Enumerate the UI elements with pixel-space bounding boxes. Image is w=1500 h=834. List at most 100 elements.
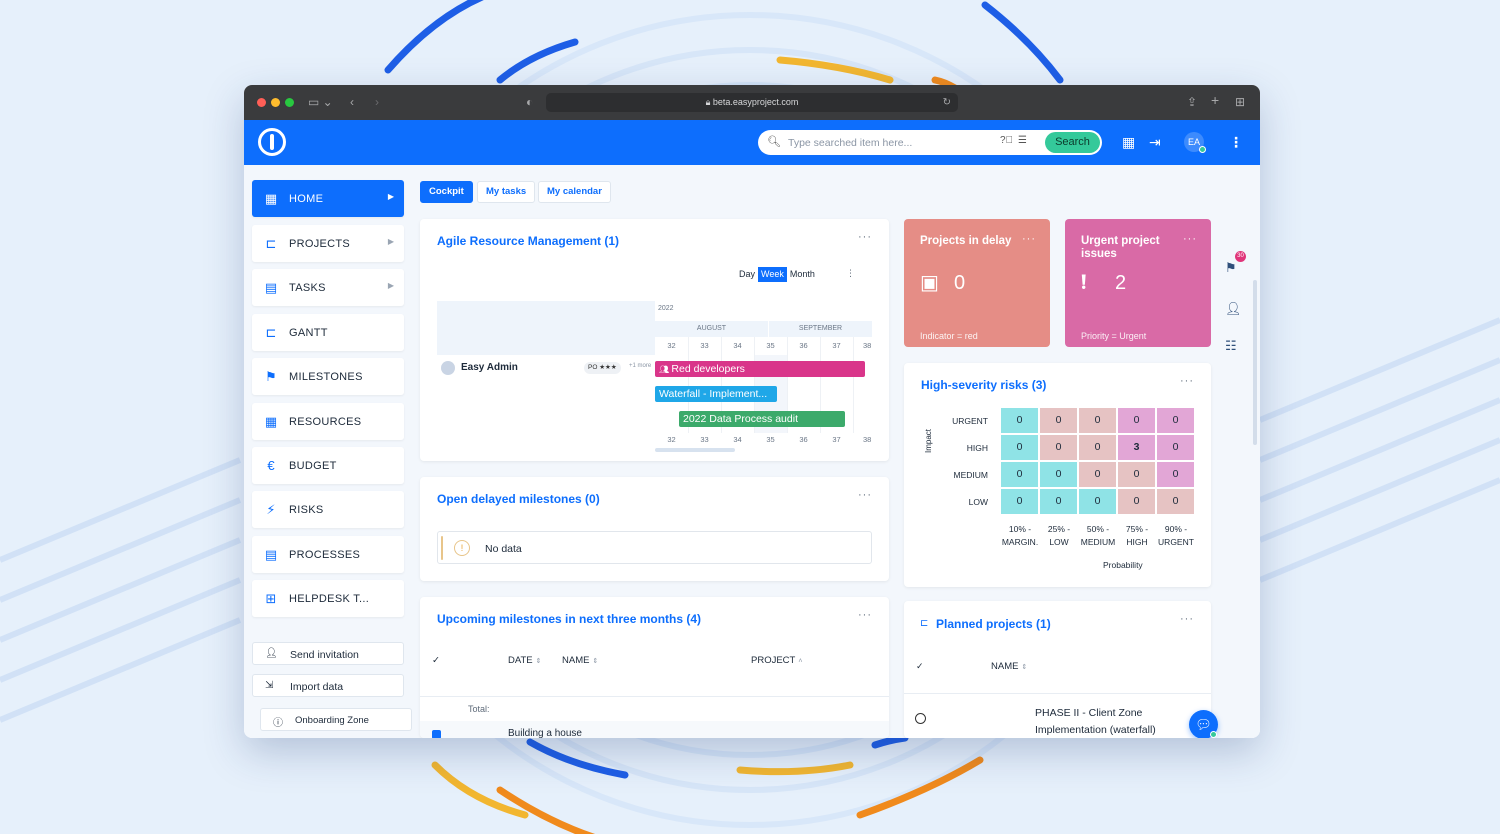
sidebar-item-home[interactable]: ▦ HOME ▶ <box>252 180 404 217</box>
tab-cockpit[interactable]: Cockpit <box>420 181 473 203</box>
send-invitation-button[interactable]: 👤︎ Send invitation <box>252 642 404 665</box>
gantt-scrollbar[interactable] <box>655 448 735 452</box>
risk-cell[interactable]: 3 <box>1118 435 1155 460</box>
help-icon[interactable]: ?⃝ <box>1000 135 1014 146</box>
column-name[interactable]: NAME ⇕ <box>991 661 1027 672</box>
sidebar-item-processes[interactable]: ▤ PROCESSES <box>252 536 404 573</box>
grid-line <box>787 337 788 433</box>
user-search-icon[interactable]: 👤︎ <box>1225 301 1242 316</box>
gantt-bar-waterfall[interactable]: Waterfall - Implement... <box>655 386 777 402</box>
grid-line <box>721 337 722 433</box>
onboarding-zone-button[interactable]: ⓘ Onboarding Zone <box>260 708 412 731</box>
sidebar-item-gantt[interactable]: ⊏ GANTT <box>252 314 404 351</box>
tab-overview-icon[interactable]: ⊞ <box>1235 95 1246 109</box>
user-avatar <box>441 361 455 375</box>
sidebar-item-helpdesk[interactable]: ⊞ HELPDESK T... <box>252 580 404 617</box>
risk-cell[interactable]: 0 <box>1001 489 1038 514</box>
close-window-icon[interactable] <box>257 98 266 107</box>
planned-project-name[interactable]: PHASE II - Client Zone Implementation (w… <box>1035 707 1156 736</box>
risk-cell[interactable]: 0 <box>1157 435 1194 460</box>
more-options-icon[interactable]: ··· <box>1180 375 1194 387</box>
resource-user-row[interactable]: Easy Admin PO ★★★ +1 more <box>437 355 655 379</box>
forward-icon[interactable]: › <box>375 95 379 109</box>
table-row[interactable]: Building a house <box>420 721 889 738</box>
select-all-check-icon[interactable]: ✓ <box>432 655 440 666</box>
milestone-name[interactable]: Building a house <box>508 728 582 738</box>
chat-button[interactable]: 💬︎ <box>1189 710 1218 738</box>
tab-my-calendar[interactable]: My calendar <box>538 181 611 203</box>
import-data-button[interactable]: ⇲ Import data <box>252 674 404 697</box>
risk-cell[interactable]: 0 <box>1118 462 1155 487</box>
url-bar[interactable]: 🔒︎ beta.easyproject.com ↻ <box>546 93 958 112</box>
risk-cell[interactable]: 0 <box>1118 408 1155 433</box>
more-options-icon[interactable]: ··· <box>1180 613 1194 625</box>
week-label: 37 <box>832 435 841 444</box>
column-name[interactable]: NAME ⇕ <box>562 655 598 666</box>
sidebar-item-projects[interactable]: ⊏ PROJECTS ▶ <box>252 225 404 262</box>
risk-cell[interactable]: 0 <box>1157 489 1194 514</box>
row-radio[interactable] <box>915 713 926 724</box>
flag-icon[interactable]: ⚑ <box>1225 260 1237 275</box>
search-button[interactable]: Search <box>1045 132 1100 153</box>
sidebar-item-resources[interactable]: ▦ RESOURCES <box>252 403 404 440</box>
sidebar-item-budget[interactable]: € BUDGET <box>252 447 404 484</box>
range-week-button[interactable]: Week <box>758 267 787 282</box>
more-options-icon[interactable]: ··· <box>1022 233 1036 245</box>
gantt-month: SEPTEMBER <box>769 321 872 337</box>
risk-cell[interactable]: 0 <box>1079 462 1116 487</box>
onboarding-zone-label: Onboarding Zone <box>295 715 369 726</box>
tab-my-tasks[interactable]: My tasks <box>477 181 536 203</box>
column-project[interactable]: PROJECT ˄ <box>751 655 802 666</box>
gantt-bar-red-developers[interactable]: 👥︎ Red developers <box>655 361 865 377</box>
kpi-projects-in-delay[interactable]: Projects in delay ··· ▣ 0 Indicator = re… <box>904 219 1050 347</box>
more-menu-icon[interactable]: ⋮ <box>1229 134 1243 150</box>
sidebar-item-risks[interactable]: ⚡︎ RISKS <box>252 491 404 528</box>
range-menu-icon[interactable]: ⋮ <box>846 268 855 278</box>
more-options-icon[interactable]: ··· <box>858 231 872 243</box>
page-scrollbar[interactable] <box>1253 280 1257 445</box>
logout-icon[interactable]: ⇥ <box>1149 134 1161 150</box>
kpi-urgent-issues[interactable]: Urgent project issues ··· ❗︎ 2 Priority … <box>1065 219 1211 347</box>
maximize-window-icon[interactable] <box>285 98 294 107</box>
avatar[interactable]: EA <box>1184 132 1206 153</box>
risk-cell[interactable]: 0 <box>1040 408 1077 433</box>
risk-cell[interactable]: 0 <box>1040 435 1077 460</box>
share-icon[interactable]: ⇪ <box>1187 95 1198 109</box>
sidebar-item-tasks[interactable]: ▤ TASKS ▶ <box>252 269 404 306</box>
range-month-button[interactable]: Month <box>789 269 815 279</box>
sidebar-item-milestones[interactable]: ⚑ MILESTONES <box>252 358 404 395</box>
search-input[interactable] <box>788 134 988 151</box>
risk-cell[interactable]: 0 <box>1001 435 1038 460</box>
risk-cell[interactable]: 0 <box>1157 408 1194 433</box>
filter-icon[interactable]: ☰ <box>1018 135 1027 146</box>
sidebar-toggle-icon[interactable]: ▭ ⌄ <box>308 95 333 109</box>
more-options-icon[interactable]: ··· <box>1183 233 1197 245</box>
row-checkbox[interactable] <box>432 730 441 738</box>
range-day-button[interactable]: Day <box>739 269 756 279</box>
risk-cell[interactable]: 0 <box>1001 462 1038 487</box>
sidebar-item-label: HELPDESK T... <box>289 593 370 605</box>
gantt-bar-data-audit[interactable]: 2022 Data Process audit <box>679 411 845 427</box>
checklist-icon[interactable]: ☷ <box>1225 338 1237 353</box>
risk-cell[interactable]: 0 <box>1040 462 1077 487</box>
risk-cell[interactable]: 0 <box>1079 489 1116 514</box>
risk-cell[interactable]: 0 <box>1001 408 1038 433</box>
risk-cell[interactable]: 0 <box>1040 489 1077 514</box>
more-options-icon[interactable]: ··· <box>858 489 872 501</box>
risk-cell[interactable]: 0 <box>1079 435 1116 460</box>
risk-cell[interactable]: 0 <box>1079 408 1116 433</box>
gantt-bar-label: Waterfall - Implement... <box>659 388 768 400</box>
app-logo[interactable] <box>258 128 286 156</box>
user-more-link[interactable]: +1 more <box>629 363 652 369</box>
column-date[interactable]: DATE ⇕ <box>508 655 542 666</box>
minimize-window-icon[interactable] <box>271 98 280 107</box>
back-icon[interactable]: ‹ <box>350 95 354 109</box>
select-all-check-icon[interactable]: ✓ <box>916 661 924 671</box>
gantt-bar-label: Red developers <box>671 363 745 375</box>
risk-cell[interactable]: 0 <box>1118 489 1155 514</box>
new-tab-icon[interactable]: + <box>1211 92 1220 108</box>
more-options-icon[interactable]: ··· <box>858 609 872 621</box>
reload-icon[interactable]: ↻ <box>942 97 951 108</box>
risk-cell[interactable]: 0 <box>1157 462 1194 487</box>
calendar-icon[interactable]: ▦ <box>1122 134 1136 150</box>
